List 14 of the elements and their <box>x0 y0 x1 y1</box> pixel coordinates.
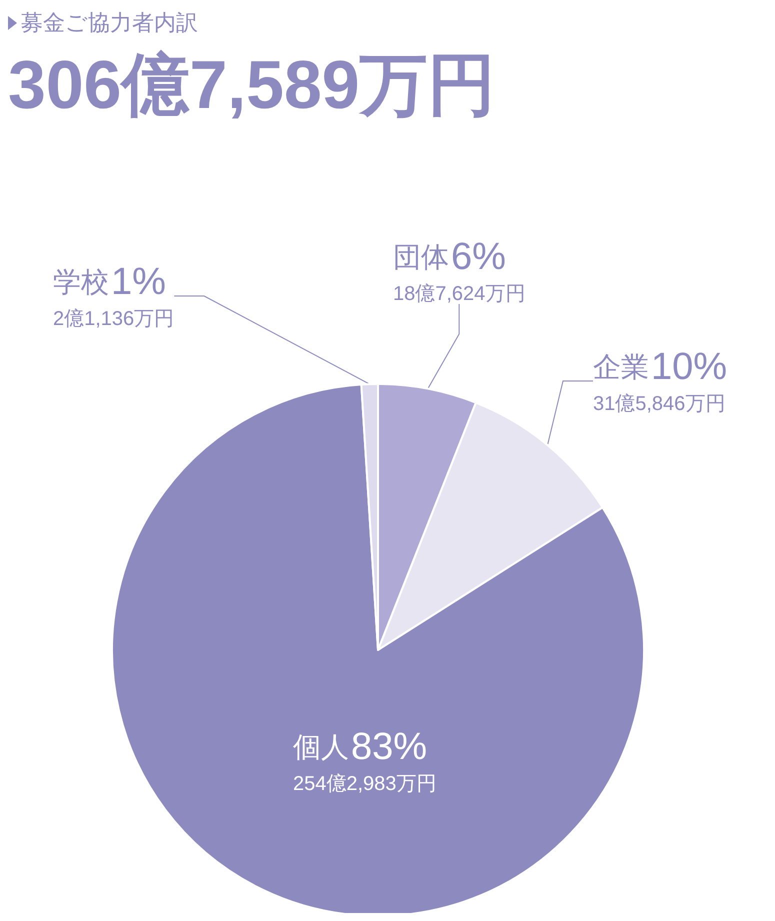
data-label: 83% <box>351 726 428 768</box>
text: 2億1,136万円 <box>53 308 174 330</box>
data-label: 6% <box>451 236 506 278</box>
slice-label: 団体 <box>393 242 449 272</box>
data-label: 10% <box>651 346 728 388</box>
chart-subtitle: 306億7,589万円 <box>8 47 497 123</box>
chart-title: 募金ご協力者内訳 <box>21 9 198 37</box>
slice-label: 企業 <box>593 352 649 382</box>
slice-label: 学校 <box>53 266 109 298</box>
slice-label: 個人 <box>293 732 349 762</box>
data-label: 1% <box>111 261 166 303</box>
text: 31億5,846万円 <box>593 393 726 415</box>
text: 18億7,624万円 <box>393 283 526 305</box>
text: 254億2,983万円 <box>293 773 436 795</box>
